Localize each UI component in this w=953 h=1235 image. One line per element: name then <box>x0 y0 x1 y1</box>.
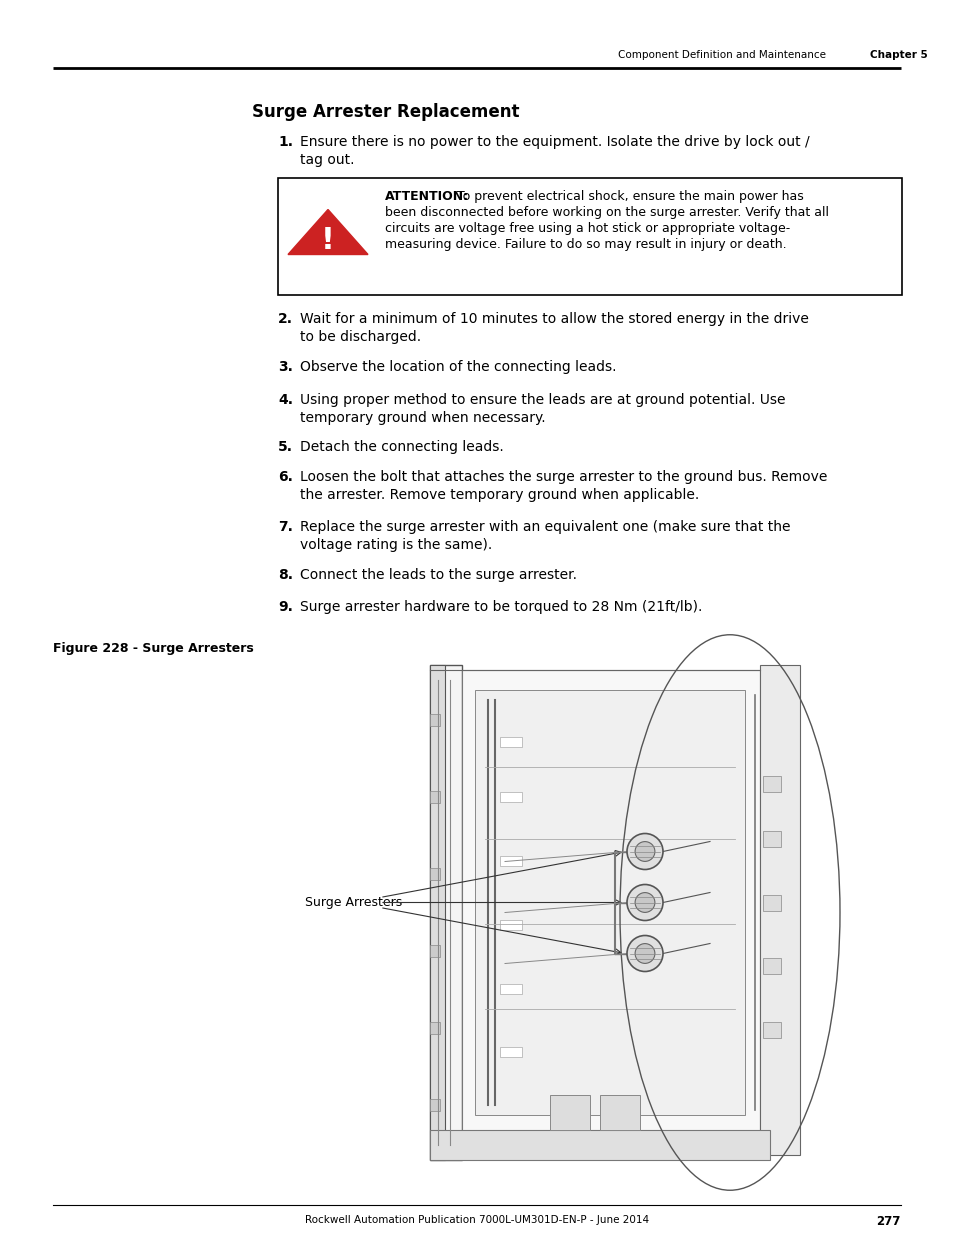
Text: To prevent electrical shock, ensure the main power has: To prevent electrical shock, ensure the … <box>453 190 803 203</box>
Text: tag out.: tag out. <box>299 153 355 167</box>
Bar <box>762 776 781 792</box>
Polygon shape <box>288 210 368 254</box>
Bar <box>430 790 439 803</box>
Text: Component Definition and Maintenance: Component Definition and Maintenance <box>618 49 825 61</box>
Text: been disconnected before working on the surge arrester. Verify that all: been disconnected before working on the … <box>385 206 828 219</box>
Bar <box>430 664 461 1160</box>
Text: Surge arrester hardware to be torqued to 28 Nm (21ft/lb).: Surge arrester hardware to be torqued to… <box>299 600 701 614</box>
Circle shape <box>626 935 662 972</box>
Bar <box>475 690 744 1115</box>
Circle shape <box>626 884 662 920</box>
Circle shape <box>626 834 662 869</box>
Bar <box>499 737 521 747</box>
Bar <box>762 1023 781 1037</box>
Text: Loosen the bolt that attaches the surge arrester to the ground bus. Remove: Loosen the bolt that attaches the surge … <box>299 471 826 484</box>
Text: to be discharged.: to be discharged. <box>299 330 420 345</box>
Text: Observe the location of the connecting leads.: Observe the location of the connecting l… <box>299 359 616 374</box>
Text: !: ! <box>321 226 335 254</box>
Bar <box>760 664 800 1155</box>
Text: Using proper method to ensure the leads are at ground potential. Use: Using proper method to ensure the leads … <box>299 393 784 408</box>
Bar <box>762 958 781 974</box>
Text: circuits are voltage free using a hot stick or appropriate voltage-: circuits are voltage free using a hot st… <box>385 222 789 235</box>
Text: the arrester. Remove temporary ground when applicable.: the arrester. Remove temporary ground wh… <box>299 488 699 501</box>
Text: Surge Arrester Replacement: Surge Arrester Replacement <box>252 103 519 121</box>
Text: 2.: 2. <box>277 312 293 326</box>
Bar <box>430 1099 439 1112</box>
Text: Wait for a minimum of 10 minutes to allow the stored energy in the drive: Wait for a minimum of 10 minutes to allo… <box>299 312 808 326</box>
Text: Detach the connecting leads.: Detach the connecting leads. <box>299 440 503 454</box>
Text: voltage rating is the same).: voltage rating is the same). <box>299 538 492 552</box>
Bar <box>430 1023 439 1034</box>
Bar <box>430 945 439 957</box>
Bar <box>499 792 521 803</box>
Text: 6.: 6. <box>277 471 293 484</box>
Text: Ensure there is no power to the equipment. Isolate the drive by lock out /: Ensure there is no power to the equipmen… <box>299 135 809 149</box>
Text: ATTENTION:: ATTENTION: <box>385 190 469 203</box>
Text: Connect the leads to the surge arrester.: Connect the leads to the surge arrester. <box>299 568 577 582</box>
Bar <box>499 983 521 993</box>
Bar <box>430 1130 769 1160</box>
Bar <box>430 664 444 1160</box>
Bar <box>499 1047 521 1057</box>
Bar <box>277 178 901 295</box>
Text: 5.: 5. <box>277 440 293 454</box>
Bar <box>762 831 781 847</box>
Bar <box>499 856 521 866</box>
Text: measuring device. Failure to do so may result in injury or death.: measuring device. Failure to do so may r… <box>385 238 786 251</box>
Text: 1.: 1. <box>277 135 293 149</box>
Circle shape <box>635 841 654 861</box>
Text: 9.: 9. <box>277 600 293 614</box>
Text: 3.: 3. <box>277 359 293 374</box>
Text: 277: 277 <box>876 1215 900 1228</box>
Circle shape <box>635 944 654 963</box>
Bar <box>550 1095 589 1130</box>
Text: Surge Arresters: Surge Arresters <box>305 897 402 909</box>
Text: Replace the surge arrester with an equivalent one (make sure that the: Replace the surge arrester with an equiv… <box>299 520 790 534</box>
Text: 4.: 4. <box>277 393 293 408</box>
Bar <box>430 714 439 726</box>
Bar <box>461 671 760 1145</box>
Text: temporary ground when necessary.: temporary ground when necessary. <box>299 411 545 425</box>
Text: Figure 228 - Surge Arresters: Figure 228 - Surge Arresters <box>53 642 253 655</box>
Circle shape <box>635 893 654 913</box>
Bar <box>762 894 781 910</box>
Bar <box>599 1095 639 1130</box>
Text: 7.: 7. <box>277 520 293 534</box>
Bar <box>499 920 521 930</box>
Bar <box>430 868 439 881</box>
Text: 8.: 8. <box>277 568 293 582</box>
Text: Chapter 5: Chapter 5 <box>869 49 926 61</box>
Text: Rockwell Automation Publication 7000L-UM301D-EN-P - June 2014: Rockwell Automation Publication 7000L-UM… <box>305 1215 648 1225</box>
